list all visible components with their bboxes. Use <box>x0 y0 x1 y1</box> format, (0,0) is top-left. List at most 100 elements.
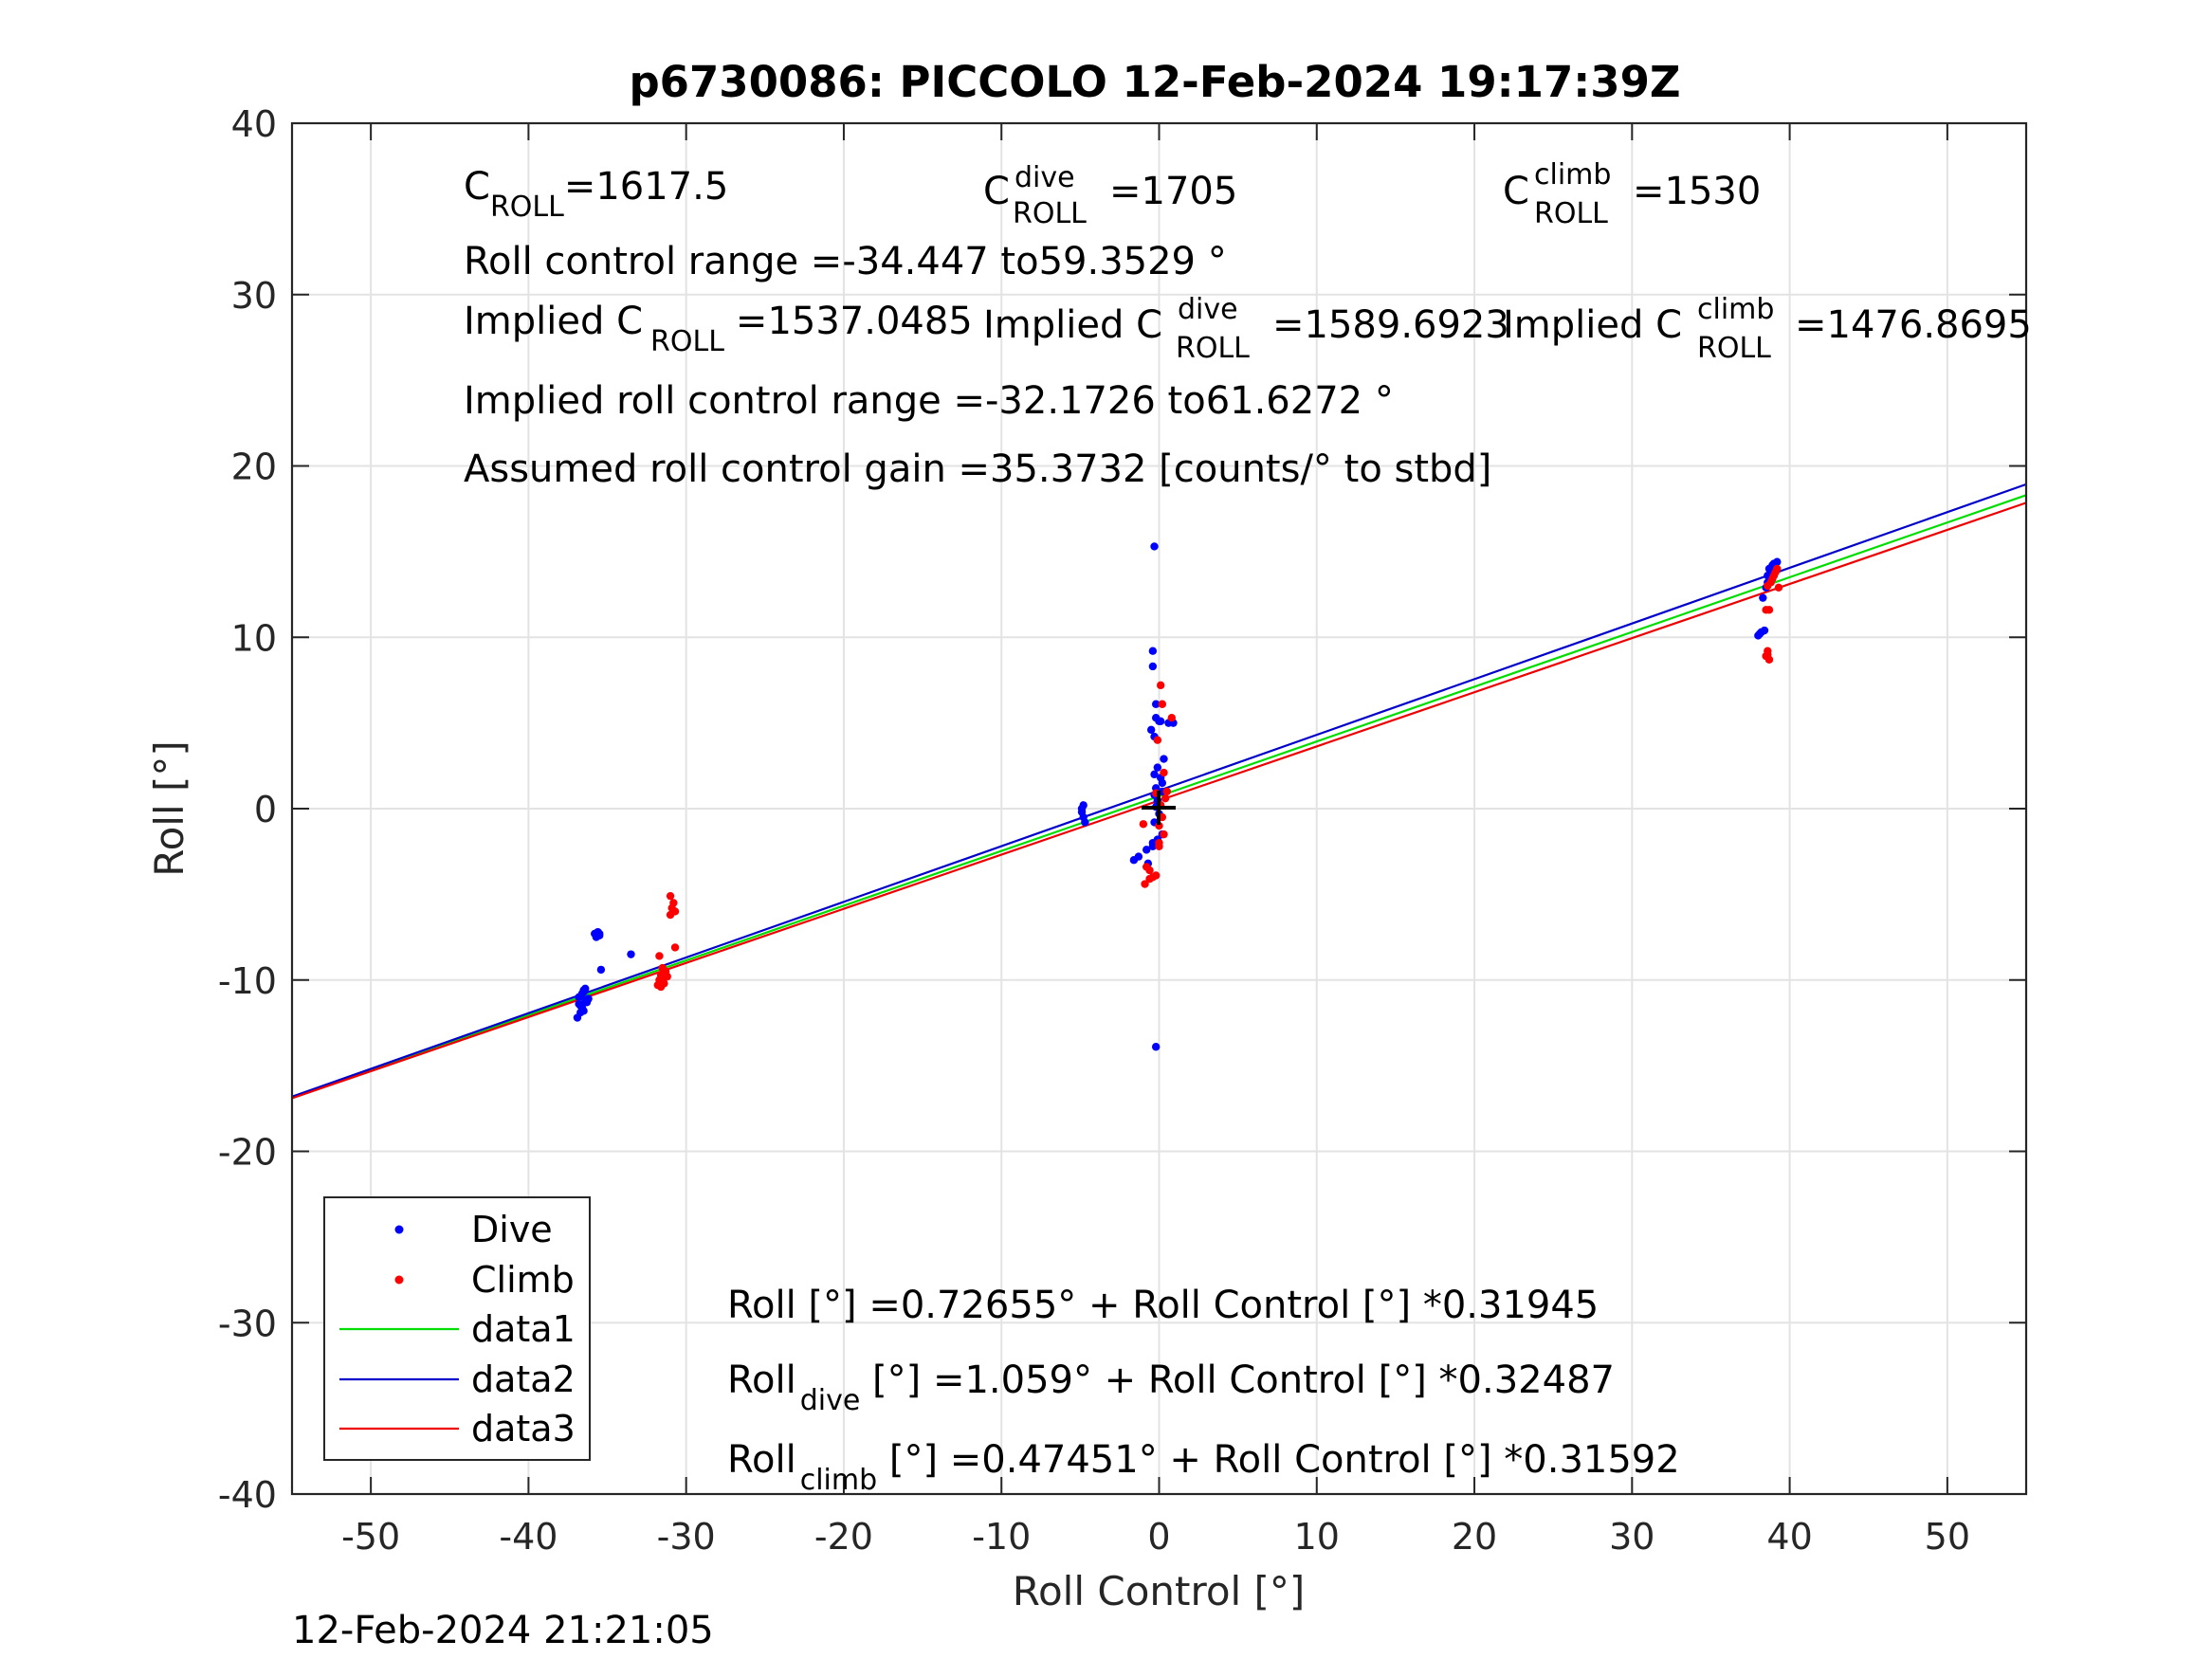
annotation-implied-c-roll-dive-value: =1589.6923 <box>1272 303 1509 347</box>
y-tick-label: 0 <box>254 789 277 830</box>
annotation-c-roll-climb-sub: ROLL <box>1534 197 1608 230</box>
annotation-c-roll-dive-sub: ROLL <box>1013 197 1087 230</box>
y-tick-label: -30 <box>218 1303 277 1344</box>
point-climb <box>1151 871 1161 880</box>
chart-title: p6730086: PICCOLO 12-Feb-2024 19:17:39Z <box>629 57 1680 107</box>
x-tick-label: 20 <box>1452 1516 1497 1558</box>
point-climb <box>1156 681 1165 690</box>
point-climb <box>1139 820 1148 829</box>
legend-label: data1 <box>471 1308 576 1350</box>
annotation-fit-all: Roll [°] =0.72655° + Roll Control [°] *0… <box>727 1284 1599 1327</box>
annotation-c-roll: CROLL=1617.5 <box>464 165 728 224</box>
legend-label: Climb <box>471 1259 575 1301</box>
point-climb <box>1160 830 1168 839</box>
point-climb <box>670 943 680 952</box>
legend-marker-dive <box>394 1225 404 1234</box>
legend-label: data3 <box>471 1408 576 1449</box>
annotation-implied-c-roll-climb-sub: ROLL <box>1697 332 1771 365</box>
point-dive <box>1142 846 1151 854</box>
point-dive <box>1151 1043 1161 1051</box>
y-tick-label: -20 <box>218 1132 277 1174</box>
y-tick-label: -10 <box>218 960 277 1002</box>
point-dive <box>1148 647 1158 655</box>
point-dive <box>1077 804 1087 813</box>
point-dive <box>1148 842 1158 850</box>
point-dive <box>595 929 604 939</box>
point-climb <box>653 980 662 990</box>
annotation-implied-c-roll-climb-sup: climb <box>1697 293 1774 326</box>
point-climb <box>1162 787 1172 796</box>
point-dive <box>596 965 606 975</box>
annotation-c-roll-climb-value: =1530 <box>1633 170 1761 213</box>
point-dive <box>627 950 635 958</box>
point-climb <box>666 910 675 920</box>
axis-ticks <box>292 122 2026 1495</box>
point-climb <box>1773 564 1782 574</box>
x-tick-label: -40 <box>499 1516 558 1558</box>
y-tick-label: 30 <box>231 275 277 317</box>
x-tick-label: 30 <box>1609 1516 1654 1558</box>
point-climb <box>1145 866 1154 875</box>
annotation-implied-c-roll-dive-sup: dive <box>1178 293 1238 326</box>
y-axis-label: Roll [°] <box>146 740 192 876</box>
annotation-c-roll-climb: C <box>1503 170 1529 213</box>
point-dive <box>575 999 583 1009</box>
x-tick-label: 10 <box>1294 1516 1340 1558</box>
point-dive <box>1760 626 1769 635</box>
annotation-implied-range: Implied roll control range =-32.1726 to6… <box>464 379 1394 423</box>
y-tick-label: 40 <box>231 103 277 145</box>
annotation-roll-range: Roll control range =-34.447 to59.3529 ° <box>464 240 1227 283</box>
point-climb <box>1161 793 1170 803</box>
point-dive <box>1156 717 1165 726</box>
x-tick-label: 40 <box>1766 1516 1812 1558</box>
point-dive <box>1150 542 1159 551</box>
y-tick-label: 20 <box>231 447 277 488</box>
point-climb <box>655 952 664 960</box>
point-climb <box>1167 714 1177 722</box>
point-climb <box>1158 700 1167 708</box>
annotation-gain: Assumed roll control gain =35.3732 [coun… <box>464 447 1491 491</box>
annotation-implied-c-roll-climb-value: =1476.8695 <box>1795 303 2032 347</box>
x-axis-label: Roll Control [°] <box>1013 1568 1306 1614</box>
annotation-implied-c-roll-climb: Implied C <box>1503 303 1682 347</box>
x-tick-label: 50 <box>1925 1516 1970 1558</box>
annotation-c-roll-dive-sup: dive <box>1015 161 1075 194</box>
point-dive <box>1759 593 1767 602</box>
x-tick-label: -50 <box>341 1516 400 1558</box>
point-climb <box>1145 874 1154 884</box>
point-dive <box>1148 662 1158 671</box>
x-tick-label: -30 <box>657 1516 716 1558</box>
x-tick-label: -20 <box>814 1516 873 1558</box>
x-tick-label: 0 <box>1147 1516 1170 1558</box>
annotation-fit-climb: Roll climb [°] =0.47451° + Roll Control [… <box>727 1438 1680 1497</box>
point-dive <box>579 988 588 996</box>
annotation-implied-c-roll-dive-sub: ROLL <box>1176 332 1250 365</box>
point-climb <box>1141 880 1149 888</box>
point-climb <box>1762 606 1770 614</box>
point-dive <box>1754 631 1763 640</box>
legend-marker-climb <box>394 1275 404 1285</box>
annotation-fit-dive: Roll dive [°] =1.059° + Roll Control [°] … <box>727 1358 1615 1417</box>
point-climb <box>1153 736 1162 744</box>
annotation-c-roll-climb-sup: climb <box>1534 158 1611 191</box>
legend-label: data2 <box>471 1358 576 1400</box>
point-climb <box>1764 650 1772 659</box>
annotation-implied-c-roll-dive: Implied C <box>983 303 1162 347</box>
timestamp: 12-Feb-2024 21:21:05 <box>292 1609 714 1652</box>
origin-marker <box>1142 791 1176 825</box>
point-climb <box>666 891 675 901</box>
legend-label: Dive <box>471 1209 553 1250</box>
annotation-c-roll-dive-value: =1705 <box>1109 170 1237 213</box>
point-dive <box>1081 818 1089 827</box>
point-dive <box>1151 700 1161 708</box>
point-dive <box>581 996 590 1005</box>
annotation-c-roll-dive: C <box>983 170 1010 213</box>
tick-labels: -50 -40 -30 -20 -10 0 10 20 30 40 50 -40 -30 -20 -10 0 1… <box>218 103 1970 1558</box>
y-tick-label: 10 <box>231 617 277 659</box>
point-dive <box>1150 770 1159 779</box>
point-climb <box>1155 842 1163 850</box>
y-tick-label: -40 <box>218 1474 277 1516</box>
point-dive <box>1160 755 1168 763</box>
annotation-implied-c-roll: Implied C ROLL =1537.0485 <box>464 300 973 358</box>
